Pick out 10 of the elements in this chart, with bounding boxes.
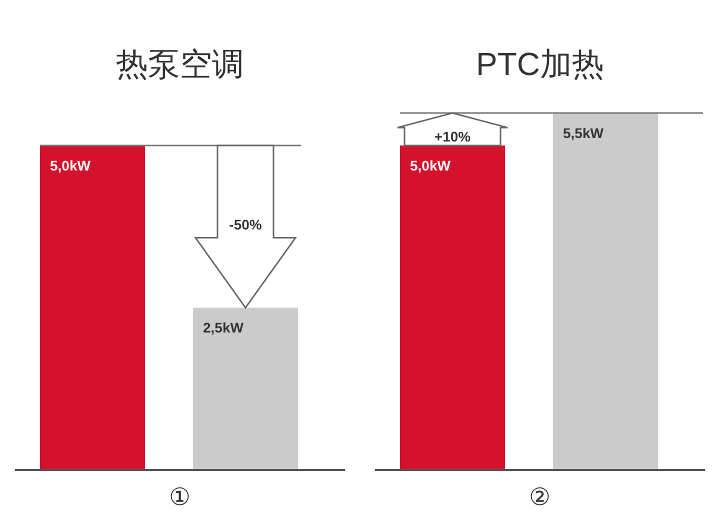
data-label: 2,5kW <box>203 320 244 336</box>
chart-title: 热泵空调 <box>116 46 244 82</box>
chart-title: PTC加热 <box>476 46 604 82</box>
data-label: 5,5kW <box>563 125 604 141</box>
annotation: -50% <box>229 216 262 233</box>
x-axis-title: ② <box>529 484 551 511</box>
data-label: 5,0kW <box>50 157 92 174</box>
data-label: 5,0kW <box>410 157 452 174</box>
x-axis-title: ① <box>169 484 191 511</box>
annotation: +10% <box>434 128 472 145</box>
